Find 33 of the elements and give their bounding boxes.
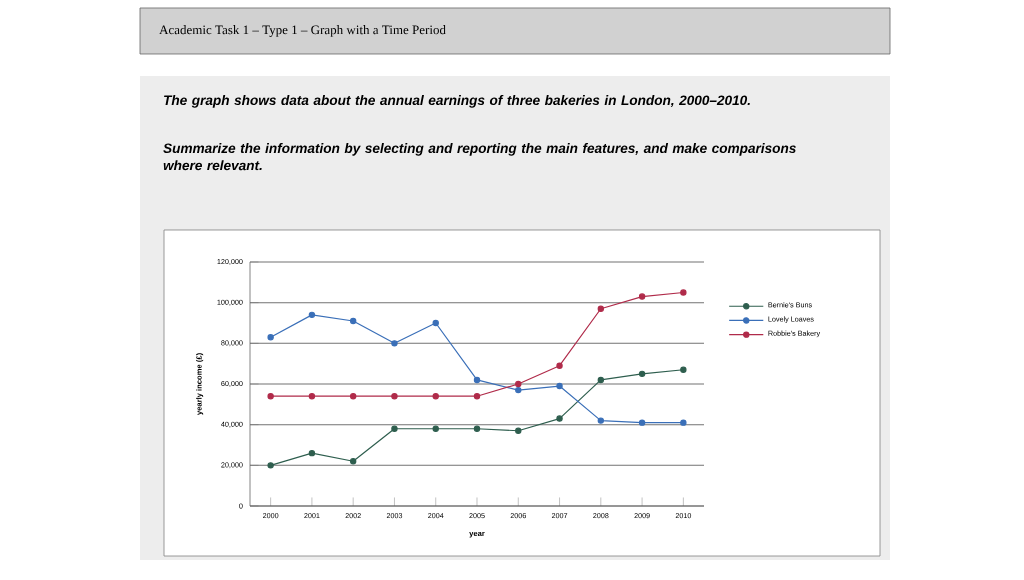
point	[680, 419, 687, 426]
point	[349, 458, 357, 465]
point	[391, 340, 398, 347]
point	[638, 293, 646, 300]
point	[391, 425, 398, 432]
point	[267, 393, 274, 400]
point	[308, 311, 316, 319]
point	[556, 362, 563, 369]
point	[556, 382, 563, 390]
point	[597, 417, 605, 424]
point	[473, 376, 481, 384]
point	[638, 419, 646, 426]
point	[267, 334, 274, 341]
point	[515, 427, 522, 434]
point	[432, 425, 439, 432]
point	[308, 393, 316, 400]
point	[680, 289, 687, 296]
point	[432, 319, 439, 327]
point	[473, 425, 481, 432]
point	[597, 305, 605, 312]
point	[597, 376, 605, 384]
point	[267, 462, 274, 469]
point	[515, 386, 522, 394]
point	[308, 449, 316, 457]
point	[349, 317, 357, 325]
point	[391, 393, 398, 400]
point	[349, 393, 357, 400]
point	[473, 393, 481, 400]
point	[432, 393, 439, 400]
point	[556, 415, 563, 422]
point	[515, 380, 522, 388]
point	[638, 370, 646, 378]
point	[680, 366, 687, 373]
